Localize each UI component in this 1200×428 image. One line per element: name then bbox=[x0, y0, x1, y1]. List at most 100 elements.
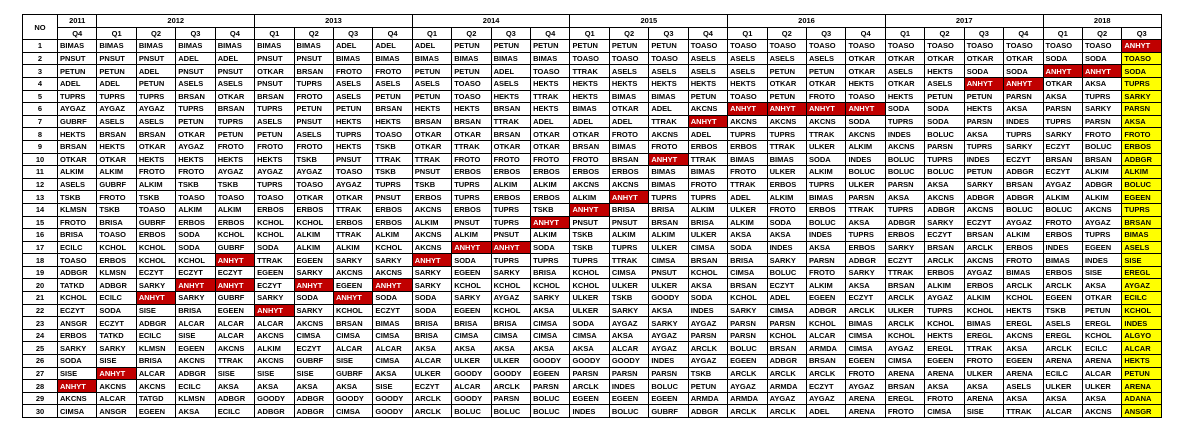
row-number: 27 bbox=[22, 366, 58, 381]
ticker-cell: ALKIM bbox=[135, 177, 177, 192]
ticker-cell: PNSUT bbox=[214, 64, 256, 78]
row-number: 22 bbox=[22, 303, 58, 318]
ticker-cell: KCHOL bbox=[1081, 328, 1123, 343]
ticker-cell: HEKTS bbox=[963, 102, 1005, 116]
ticker-cell: SARKY bbox=[56, 341, 98, 356]
ticker-cell: PARSN bbox=[608, 366, 650, 381]
ticker-cell: AKSA bbox=[963, 127, 1005, 141]
ticker-cell: PETUN bbox=[766, 89, 808, 104]
ticker-cell: AYGAZ bbox=[608, 316, 650, 330]
ticker-cell: ECZYT bbox=[845, 291, 886, 305]
ticker-cell: BRISA bbox=[490, 316, 532, 330]
ticker-cell: ASELS bbox=[687, 64, 729, 78]
ticker-cell: ARENA bbox=[1121, 379, 1162, 393]
ticker-cell: ECILC bbox=[1121, 291, 1162, 305]
ticker-cell: ARCLK bbox=[727, 366, 768, 381]
ticker-cell: OTKAR bbox=[175, 127, 216, 141]
ticker-cell: TTRAK bbox=[806, 127, 847, 141]
ticker-cell: FROTO bbox=[806, 89, 847, 104]
ticker-cell: FROTO bbox=[332, 64, 374, 78]
ticker-cell: AKSA bbox=[687, 278, 729, 293]
ticker-cell: EGEEN bbox=[530, 366, 571, 381]
ticker-cell: ADEL bbox=[490, 64, 532, 78]
ticker-cell: SARKY bbox=[293, 265, 334, 280]
ticker-cell: AKCNS bbox=[96, 379, 137, 393]
row-number: 30 bbox=[22, 404, 58, 418]
ticker-cell: TOASO bbox=[1081, 39, 1123, 53]
ticker-cell: ANHYT bbox=[293, 278, 334, 293]
ticker-cell: ADBGR bbox=[845, 253, 886, 267]
ticker-cell: SODA bbox=[1081, 51, 1123, 66]
ticker-cell: BIMAS bbox=[135, 39, 177, 53]
ticker-cell: ERBOS bbox=[490, 165, 532, 179]
ticker-cell: ADBGR bbox=[806, 303, 847, 318]
ticker-cell: ARCLK bbox=[687, 341, 729, 356]
ticker-cell: ASELS bbox=[135, 114, 177, 129]
table-row: 5 TUPRS TUPRS TUPRS BRSAN OTKAR BRSAN FROTO ASEL… bbox=[22, 89, 1162, 104]
ticker-cell: KCHOL bbox=[766, 328, 808, 343]
ticker-cell: OTKAR bbox=[845, 64, 886, 78]
ticker-cell: ARCLK bbox=[766, 404, 808, 418]
ticker-cell: ARCLK bbox=[727, 404, 768, 418]
ticker-cell: OTKAR bbox=[569, 127, 610, 141]
ticker-cell: ADEL bbox=[727, 190, 768, 204]
ticker-cell: TUPRS bbox=[806, 177, 847, 192]
ticker-cell: SARKY bbox=[254, 291, 295, 305]
ticker-cell: PARSN bbox=[1003, 89, 1044, 104]
ticker-cell: KCHOL bbox=[135, 240, 177, 255]
ticker-cell: INDES bbox=[569, 404, 610, 418]
ticker-cell: BRSAN bbox=[608, 152, 650, 167]
ticker-cell: SODA bbox=[1003, 64, 1044, 78]
row-number: 16 bbox=[22, 228, 58, 242]
ticker-cell: OTKAR bbox=[411, 127, 453, 141]
ticker-cell: FROTO bbox=[451, 152, 492, 167]
ticker-cell: TTRAK bbox=[648, 114, 689, 129]
ticker-cell: ARCLK bbox=[806, 366, 847, 381]
ticker-cell: EGEEN bbox=[175, 341, 216, 356]
ticker-cell: ASELS bbox=[254, 114, 295, 129]
ticker-cell: OTKAR bbox=[1003, 51, 1044, 66]
row-number: 24 bbox=[22, 328, 58, 343]
ticker-cell: TSKB bbox=[56, 190, 98, 204]
ticker-cell: SODA bbox=[806, 152, 847, 167]
ticker-cell: ERBOS bbox=[451, 202, 492, 217]
ticker-cell: BRSAN bbox=[56, 139, 98, 154]
ticker-cell: BIMAS bbox=[293, 39, 334, 53]
table-row: 17 ECILC KCHOL KCHOL SODA GUBRF SODA ALKIM ALKIM… bbox=[22, 240, 1162, 255]
ticker-cell: INDES bbox=[1042, 240, 1083, 255]
ticker-cell: PETUN bbox=[451, 39, 492, 53]
ticker-cell: PETUN bbox=[687, 89, 729, 104]
ticker-cell: TTRAK bbox=[451, 139, 492, 154]
ticker-cell: TOASO bbox=[293, 177, 334, 192]
ticker-cell: CIMSA bbox=[332, 328, 374, 343]
ticker-cell: BRISA bbox=[530, 265, 571, 280]
ticker-cell: KCHOL bbox=[530, 278, 571, 293]
ticker-cell: ADEL bbox=[56, 76, 98, 91]
ticker-cell: ANHYT bbox=[214, 253, 256, 267]
ticker-cell: TOASO bbox=[1003, 39, 1044, 53]
row-number: 13 bbox=[22, 190, 58, 204]
ticker-cell: ALGYO bbox=[1121, 328, 1162, 343]
ticker-cell: BRSAN bbox=[332, 316, 374, 330]
ticker-cell: CIMSA bbox=[687, 240, 729, 255]
table-row: 16 BRISA TOASO ERBOS SODA KCHOL KCHOL ALKIM TTRA… bbox=[22, 228, 1162, 242]
ticker-cell: SARKY bbox=[1121, 89, 1162, 104]
ticker-cell: TTRAK bbox=[332, 202, 374, 217]
ticker-cell: AKSA bbox=[845, 215, 886, 230]
ticker-cell: CIMSA bbox=[727, 265, 768, 280]
row-number: 3 bbox=[22, 64, 58, 78]
ticker-cell: TUPRS bbox=[490, 215, 532, 230]
ticker-cell: ULKER bbox=[884, 303, 926, 318]
ticker-cell: AKCNS bbox=[884, 139, 926, 154]
quarter-header: Q1 bbox=[411, 26, 453, 41]
ticker-cell: BRSAN bbox=[963, 228, 1005, 242]
ticker-cell: ECZYT bbox=[135, 265, 177, 280]
ticker-cell: ALKIM bbox=[806, 278, 847, 293]
ticker-cell: SODA bbox=[845, 114, 886, 129]
quarter-header-row: Q4 Q1 Q2 Q3 Q4 Q1 Q2 Q3 Q4 Q1 Q2 Q3 Q4 Q1 Q2 Q3 Q4 Q1 Q2 Q3… bbox=[23, 26, 1162, 41]
ticker-cell: GOODY bbox=[372, 391, 413, 406]
ticker-cell: AKCNS bbox=[293, 316, 334, 330]
ticker-cell: PETUN bbox=[411, 64, 453, 78]
ticker-cell: FROTO bbox=[845, 366, 886, 381]
ticker-cell: ADEL bbox=[766, 291, 808, 305]
